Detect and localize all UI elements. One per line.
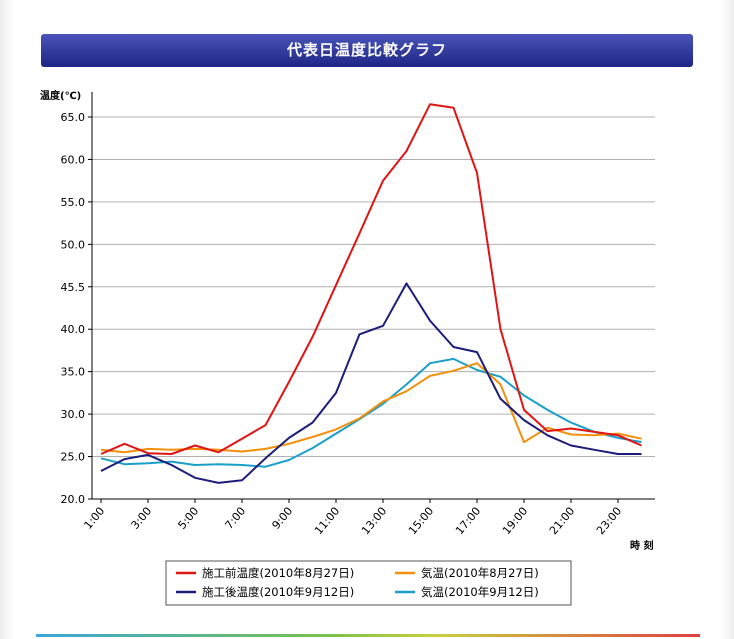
y-tick-label: 60.0 bbox=[61, 153, 86, 166]
chart-title-bar: 代表日温度比較グラフ bbox=[41, 34, 693, 67]
x-tick-label: 5:00 bbox=[175, 505, 201, 532]
footer-divider bbox=[36, 634, 700, 637]
series-line-0 bbox=[100, 103, 642, 455]
x-tick-label: 19:00 bbox=[500, 505, 530, 538]
grid-layer bbox=[92, 116, 655, 458]
y-tick-label: 45.5 bbox=[61, 281, 86, 294]
page-frame-right bbox=[720, 0, 734, 639]
legend-label-after: 施工後温度(2010年9月12日) bbox=[202, 585, 354, 599]
legend-label-before: 施工前温度(2010年8月27日) bbox=[202, 566, 354, 580]
x-tick-label: 3:00 bbox=[128, 505, 154, 532]
x-tick-label: 17:00 bbox=[453, 505, 483, 538]
y-tick-labels: 20.0 25.0 30.0 35.0 40.0 45.5 50.0 55.0 60.0 65.0 bbox=[61, 111, 92, 506]
y-axis-label: 温度(℃) bbox=[40, 89, 81, 102]
x-tick-label: 9:00 bbox=[269, 505, 295, 532]
y-tick-label: 30.0 bbox=[61, 408, 86, 421]
x-tick-label: 1:00 bbox=[81, 505, 107, 532]
x-tick-label: 23:00 bbox=[594, 505, 624, 538]
series-line-1 bbox=[100, 282, 642, 484]
legend-box bbox=[165, 560, 572, 606]
series-line-3 bbox=[100, 357, 642, 468]
x-tick-label: 13:00 bbox=[359, 505, 389, 538]
y-tick-label: 50.0 bbox=[61, 238, 86, 251]
series-line-2 bbox=[100, 362, 642, 454]
legend-label-air-aug: 気温(2010年8月27日) bbox=[421, 566, 539, 580]
x-tick-label: 7:00 bbox=[222, 505, 248, 532]
series-layer bbox=[100, 103, 642, 484]
y-tick-label: 25.0 bbox=[61, 451, 86, 464]
legend: 施工前温度(2010年8月27日) 施工後温度(2010年9月12日) 気温(2… bbox=[165, 560, 572, 606]
page-frame-left bbox=[0, 0, 14, 639]
x-tick-label: 15:00 bbox=[406, 505, 436, 538]
y-tick-label: 40.0 bbox=[61, 323, 86, 336]
x-tick-label: 21:00 bbox=[547, 505, 577, 538]
chart-title: 代表日温度比較グラフ bbox=[286, 41, 447, 59]
y-tick-label: 55.0 bbox=[61, 196, 86, 209]
legend-label-air-sep: 気温(2010年9月12日) bbox=[421, 585, 539, 599]
x-axis-label: 時 刻 bbox=[630, 539, 653, 552]
y-tick-label: 35.0 bbox=[61, 366, 86, 379]
y-tick-label: 65.0 bbox=[61, 111, 86, 124]
y-tick-label: 20.0 bbox=[61, 493, 86, 506]
x-tick-labels: 1:00 3:00 5:00 7:00 9:00 11:00 13:00 15:00 17:00… bbox=[81, 499, 624, 537]
axis-layer bbox=[91, 92, 655, 500]
x-tick-label: 11:00 bbox=[312, 505, 342, 538]
